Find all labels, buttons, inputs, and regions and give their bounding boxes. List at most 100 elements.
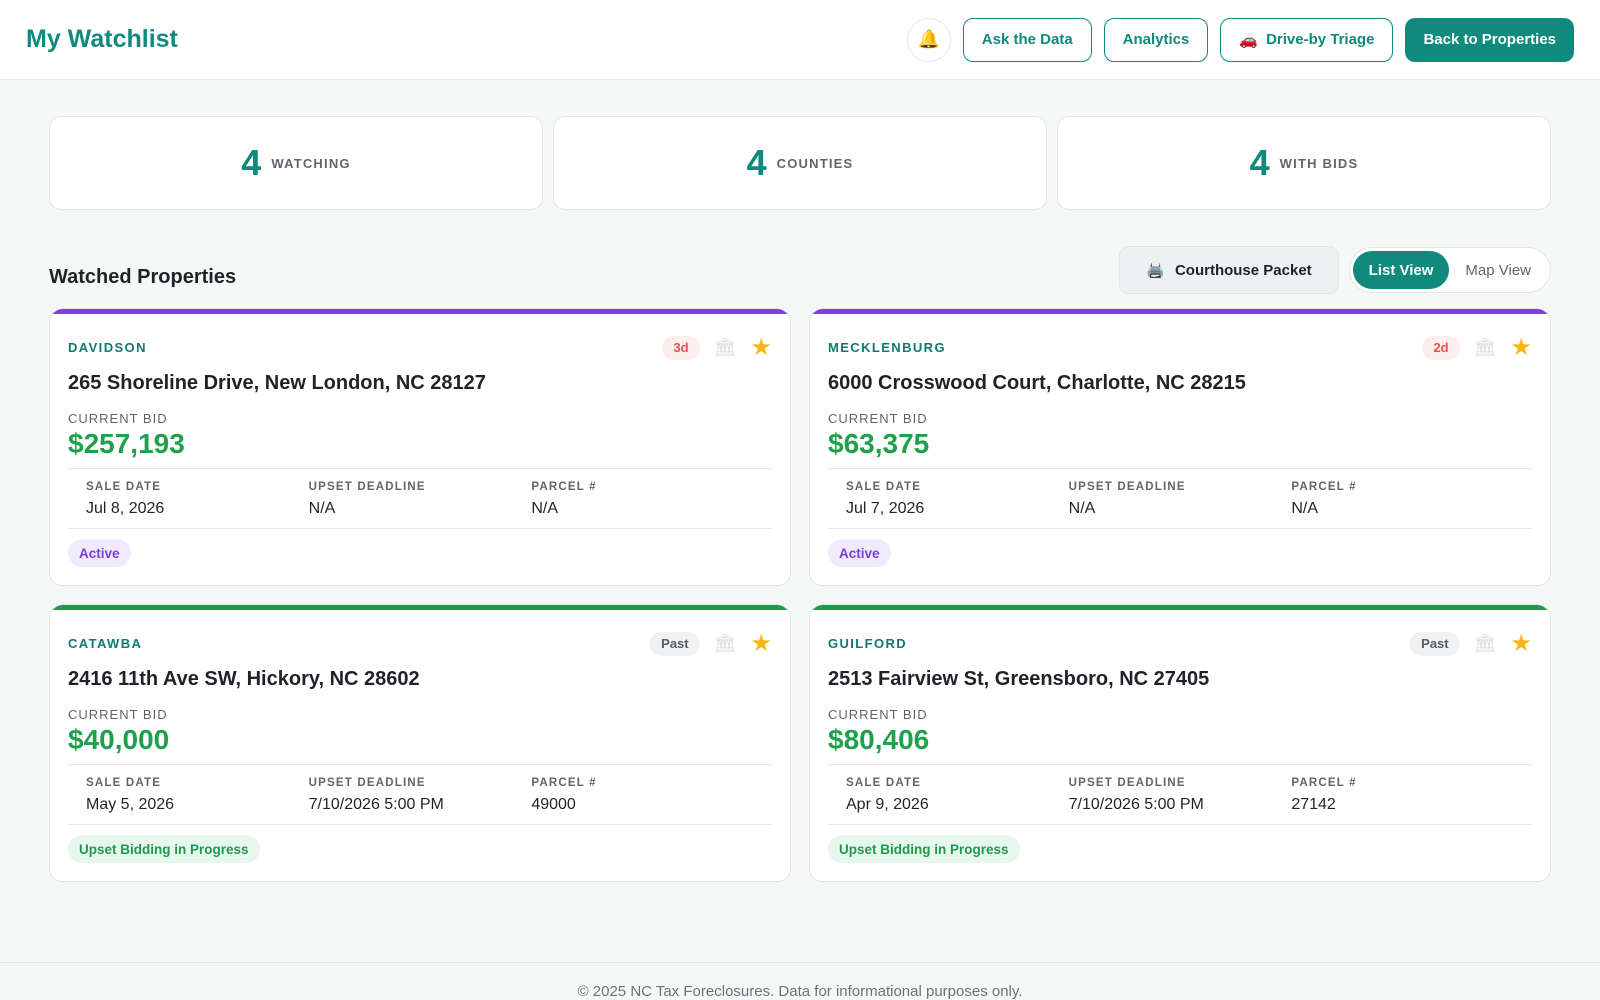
status-color-bar: [810, 605, 1550, 610]
parcel-label: PARCEL #: [1291, 777, 1357, 789]
sale-date-value: Apr 9, 2026: [846, 796, 929, 813]
county-label: DAVIDSON: [68, 340, 147, 355]
status-badge: Upset Bidding in Progress: [68, 835, 260, 863]
parcel-value: 27142: [1291, 796, 1336, 813]
parcel-label: PARCEL #: [531, 777, 597, 789]
past-badge: Past: [650, 631, 700, 656]
notifications-button[interactable]: 🔔: [906, 17, 951, 62]
county-label: CATAWBA: [68, 636, 143, 651]
status-color-bar: [50, 605, 790, 610]
stats-row: 4 WATCHING 4 COUNTIES 4 WITH BIDS: [0, 80, 1600, 210]
star-icon[interactable]: ★: [1510, 334, 1532, 361]
star-icon[interactable]: ★: [750, 630, 772, 657]
property-address: 2513 Fairview St, Greensboro, NC 27405: [828, 668, 1210, 690]
stat-counties: 4 COUNTIES: [553, 116, 1047, 210]
view-toggle: List View Map View: [1348, 247, 1551, 293]
current-bid-label: CURRENT BID: [828, 411, 928, 426]
map-view-button[interactable]: Map View: [1449, 251, 1547, 289]
county-label: GUILFORD: [828, 636, 908, 651]
sale-date-value: Jul 7, 2026: [846, 500, 925, 517]
stat-value: 4: [241, 142, 262, 183]
property-card[interactable]: MECKLENBURG 2d 🏛 ★ 6000 Crosswood Court,…: [809, 308, 1551, 586]
back-to-properties-button[interactable]: Back to Properties: [1405, 17, 1574, 62]
upset-deadline-label: UPSET DEADLINE: [308, 481, 426, 493]
list-view-button[interactable]: List View: [1352, 251, 1450, 289]
current-bid-value: $80,406: [828, 724, 930, 755]
county-label: MECKLENBURG: [828, 340, 946, 355]
current-bid-value: $40,000: [68, 724, 170, 755]
sale-date-value: Jul 8, 2026: [86, 500, 165, 517]
current-bid-label: CURRENT BID: [68, 411, 168, 426]
sale-date-label: SALE DATE: [846, 777, 922, 789]
current-bid-label: CURRENT BID: [828, 707, 928, 722]
status-badge: Active: [828, 539, 891, 567]
driveby-triage-button[interactable]: 🚗 Drive-by Triage: [1220, 17, 1394, 62]
upset-deadline-value: N/A: [308, 500, 336, 517]
property-meta: SALE DATE May 5, 2026 UPSET DEADLINE 7/10/…: [68, 764, 772, 825]
sale-date-label: SALE DATE: [86, 777, 162, 789]
upset-deadline-label: UPSET DEADLINE: [1068, 481, 1186, 493]
ask-data-button[interactable]: Ask the Data: [962, 17, 1092, 62]
header-actions: 🔔 Ask the Data Analytics 🚗 Drive-by Tria…: [906, 17, 1574, 62]
courthouse-icon[interactable]: 🏛: [1473, 633, 1497, 653]
stat-value: 4: [1249, 142, 1270, 183]
upset-deadline-value: N/A: [1068, 500, 1096, 517]
stat-with-bids: 4 WITH BIDS: [1057, 116, 1551, 210]
past-badge: Past: [1410, 631, 1460, 656]
status-color-bar: [810, 309, 1550, 314]
current-bid-value: $257,193: [68, 428, 185, 459]
star-icon[interactable]: ★: [750, 334, 772, 361]
property-address: 6000 Crosswood Court, Charlotte, NC 2821…: [828, 372, 1246, 394]
upset-deadline-value: 7/10/2026 5:00 PM: [1068, 796, 1204, 813]
parcel-label: PARCEL #: [531, 481, 597, 493]
courthouse-icon[interactable]: 🏛: [1473, 337, 1497, 357]
section-title: Watched Properties: [49, 265, 237, 288]
status-badge: Active: [68, 539, 131, 567]
parcel-value: N/A: [531, 500, 558, 517]
property-grid: DAVIDSON 3d 🏛 ★ 265 Shoreline Drive, New…: [0, 294, 1600, 882]
stat-label: WATCHING: [271, 155, 351, 171]
courthouse-packet-button[interactable]: 🖨️ Courthouse Packet: [1119, 246, 1339, 294]
upset-deadline-value: 7/10/2026 5:00 PM: [308, 796, 444, 813]
days-badge: 3d: [662, 335, 700, 360]
parcel-label: PARCEL #: [1291, 481, 1357, 493]
property-card[interactable]: CATAWBA Past 🏛 ★ 2416 11th Ave SW, Hicko…: [49, 604, 791, 882]
bell-icon: 🔔: [917, 29, 940, 49]
property-meta: SALE DATE Apr 9, 2026 UPSET DEADLINE 7/10/…: [828, 764, 1532, 825]
courthouse-icon[interactable]: 🏛: [713, 633, 737, 653]
courthouse-packet-label: Courthouse Packet: [1174, 261, 1312, 279]
property-address: 2416 11th Ave SW, Hickory, NC 28602: [68, 668, 420, 690]
stat-label: COUNTIES: [776, 155, 854, 171]
sale-date-label: SALE DATE: [86, 481, 162, 493]
current-bid-label: CURRENT BID: [68, 707, 168, 722]
stat-watching: 4 WATCHING: [49, 116, 543, 210]
upset-deadline-label: UPSET DEADLINE: [1068, 777, 1186, 789]
courthouse-icon[interactable]: 🏛: [713, 337, 737, 357]
status-color-bar: [50, 309, 790, 314]
upset-deadline-label: UPSET DEADLINE: [308, 777, 426, 789]
stat-value: 4: [746, 142, 767, 183]
parcel-value: N/A: [1291, 500, 1318, 517]
driveby-triage-label: Drive-by Triage: [1266, 31, 1375, 48]
app-header: My Watchlist 🔔 Ask the Data Analytics 🚗 …: [0, 0, 1600, 80]
current-bid-value: $63,375: [828, 428, 930, 459]
section-header: Watched Properties 🖨️ Courthouse Packet …: [0, 210, 1600, 294]
page-title: My Watchlist: [26, 25, 178, 53]
analytics-button[interactable]: Analytics: [1103, 17, 1209, 62]
printer-icon: 🖨️: [1146, 262, 1165, 279]
property-address: 265 Shoreline Drive, New London, NC 2812…: [68, 372, 486, 394]
car-icon: 🚗: [1239, 31, 1259, 49]
status-badge: Upset Bidding in Progress: [828, 835, 1020, 863]
section-tools: 🖨️ Courthouse Packet List View Map View: [1119, 246, 1551, 294]
property-card[interactable]: GUILFORD Past 🏛 ★ 2513 Fairview St, Gree…: [809, 604, 1551, 882]
property-meta: SALE DATE Jul 7, 2026 UPSET DEADLINE N/A P…: [828, 468, 1532, 529]
page-footer: © 2025 NC Tax Foreclosures. Data for inf…: [0, 962, 1600, 1000]
sale-date-value: May 5, 2026: [86, 796, 175, 813]
days-badge: 2d: [1422, 335, 1460, 360]
property-card[interactable]: DAVIDSON 3d 🏛 ★ 265 Shoreline Drive, New…: [49, 308, 791, 586]
sale-date-label: SALE DATE: [846, 481, 922, 493]
parcel-value: 49000: [531, 796, 576, 813]
stat-label: WITH BIDS: [1279, 155, 1359, 171]
property-meta: SALE DATE Jul 8, 2026 UPSET DEADLINE N/A P…: [68, 468, 772, 529]
star-icon[interactable]: ★: [1510, 630, 1532, 657]
